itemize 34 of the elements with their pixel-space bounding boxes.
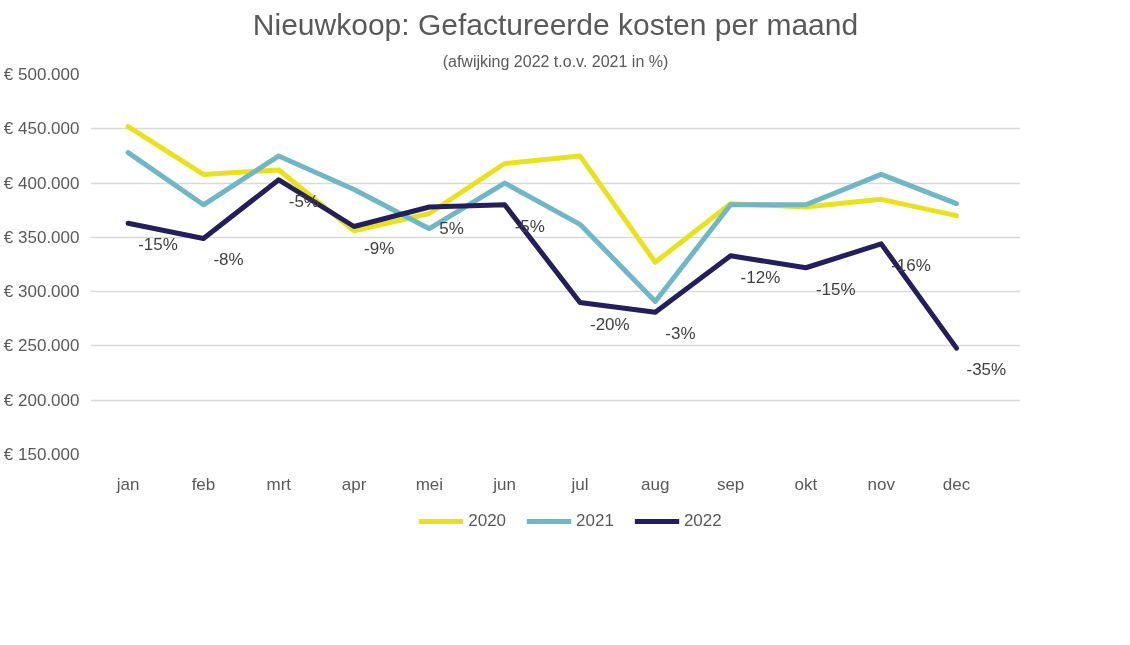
legend-label: 2021 [576,511,614,531]
y-tick-label: € 300.000 [3,282,80,302]
chart-subtitle: (afwijking 2022 t.o.v. 2021 in %) [442,52,669,70]
x-tick-label: apr [341,474,367,494]
x-tick-label: mrt [266,474,292,494]
annotation: -9% [364,238,395,258]
x-tick-label: sep [716,474,745,494]
y-tick-label: € 500.000 [3,65,80,84]
y-tick-label: € 200.000 [3,390,80,410]
x-tick-label: feb [191,474,216,494]
x-tick-label: mei [415,474,444,494]
x-tick-label: jan [115,474,140,494]
annotation: -15% [138,235,178,255]
annotation: -12% [740,267,781,287]
x-tick-label: aug [641,474,670,494]
legend-label: 2020 [468,511,507,531]
annotation: -35% [966,360,1007,380]
annotation: -20% [589,314,630,334]
x-tick-label: nov [867,474,896,494]
x-tick-label: dec [942,474,971,494]
annotation: -15% [815,279,856,299]
annotation: -3% [665,324,696,344]
y-tick-label: € 150.000 [3,445,80,464]
y-tick-label: € 450.000 [3,119,80,139]
y-tick-label: € 250.000 [3,336,80,356]
x-tick-label: okt [794,474,818,494]
x-tick-label: jul [570,474,589,494]
annotation: 5% [439,218,464,238]
annotation: -8% [213,250,244,270]
legend-label: 2022 [683,511,722,531]
chart-title: Nieuwkoop: Gefactureerde kosten per maand [252,7,859,41]
x-tick-label: jun [492,474,517,494]
y-tick-label: € 350.000 [3,227,80,247]
y-tick-label: € 400.000 [3,173,80,193]
